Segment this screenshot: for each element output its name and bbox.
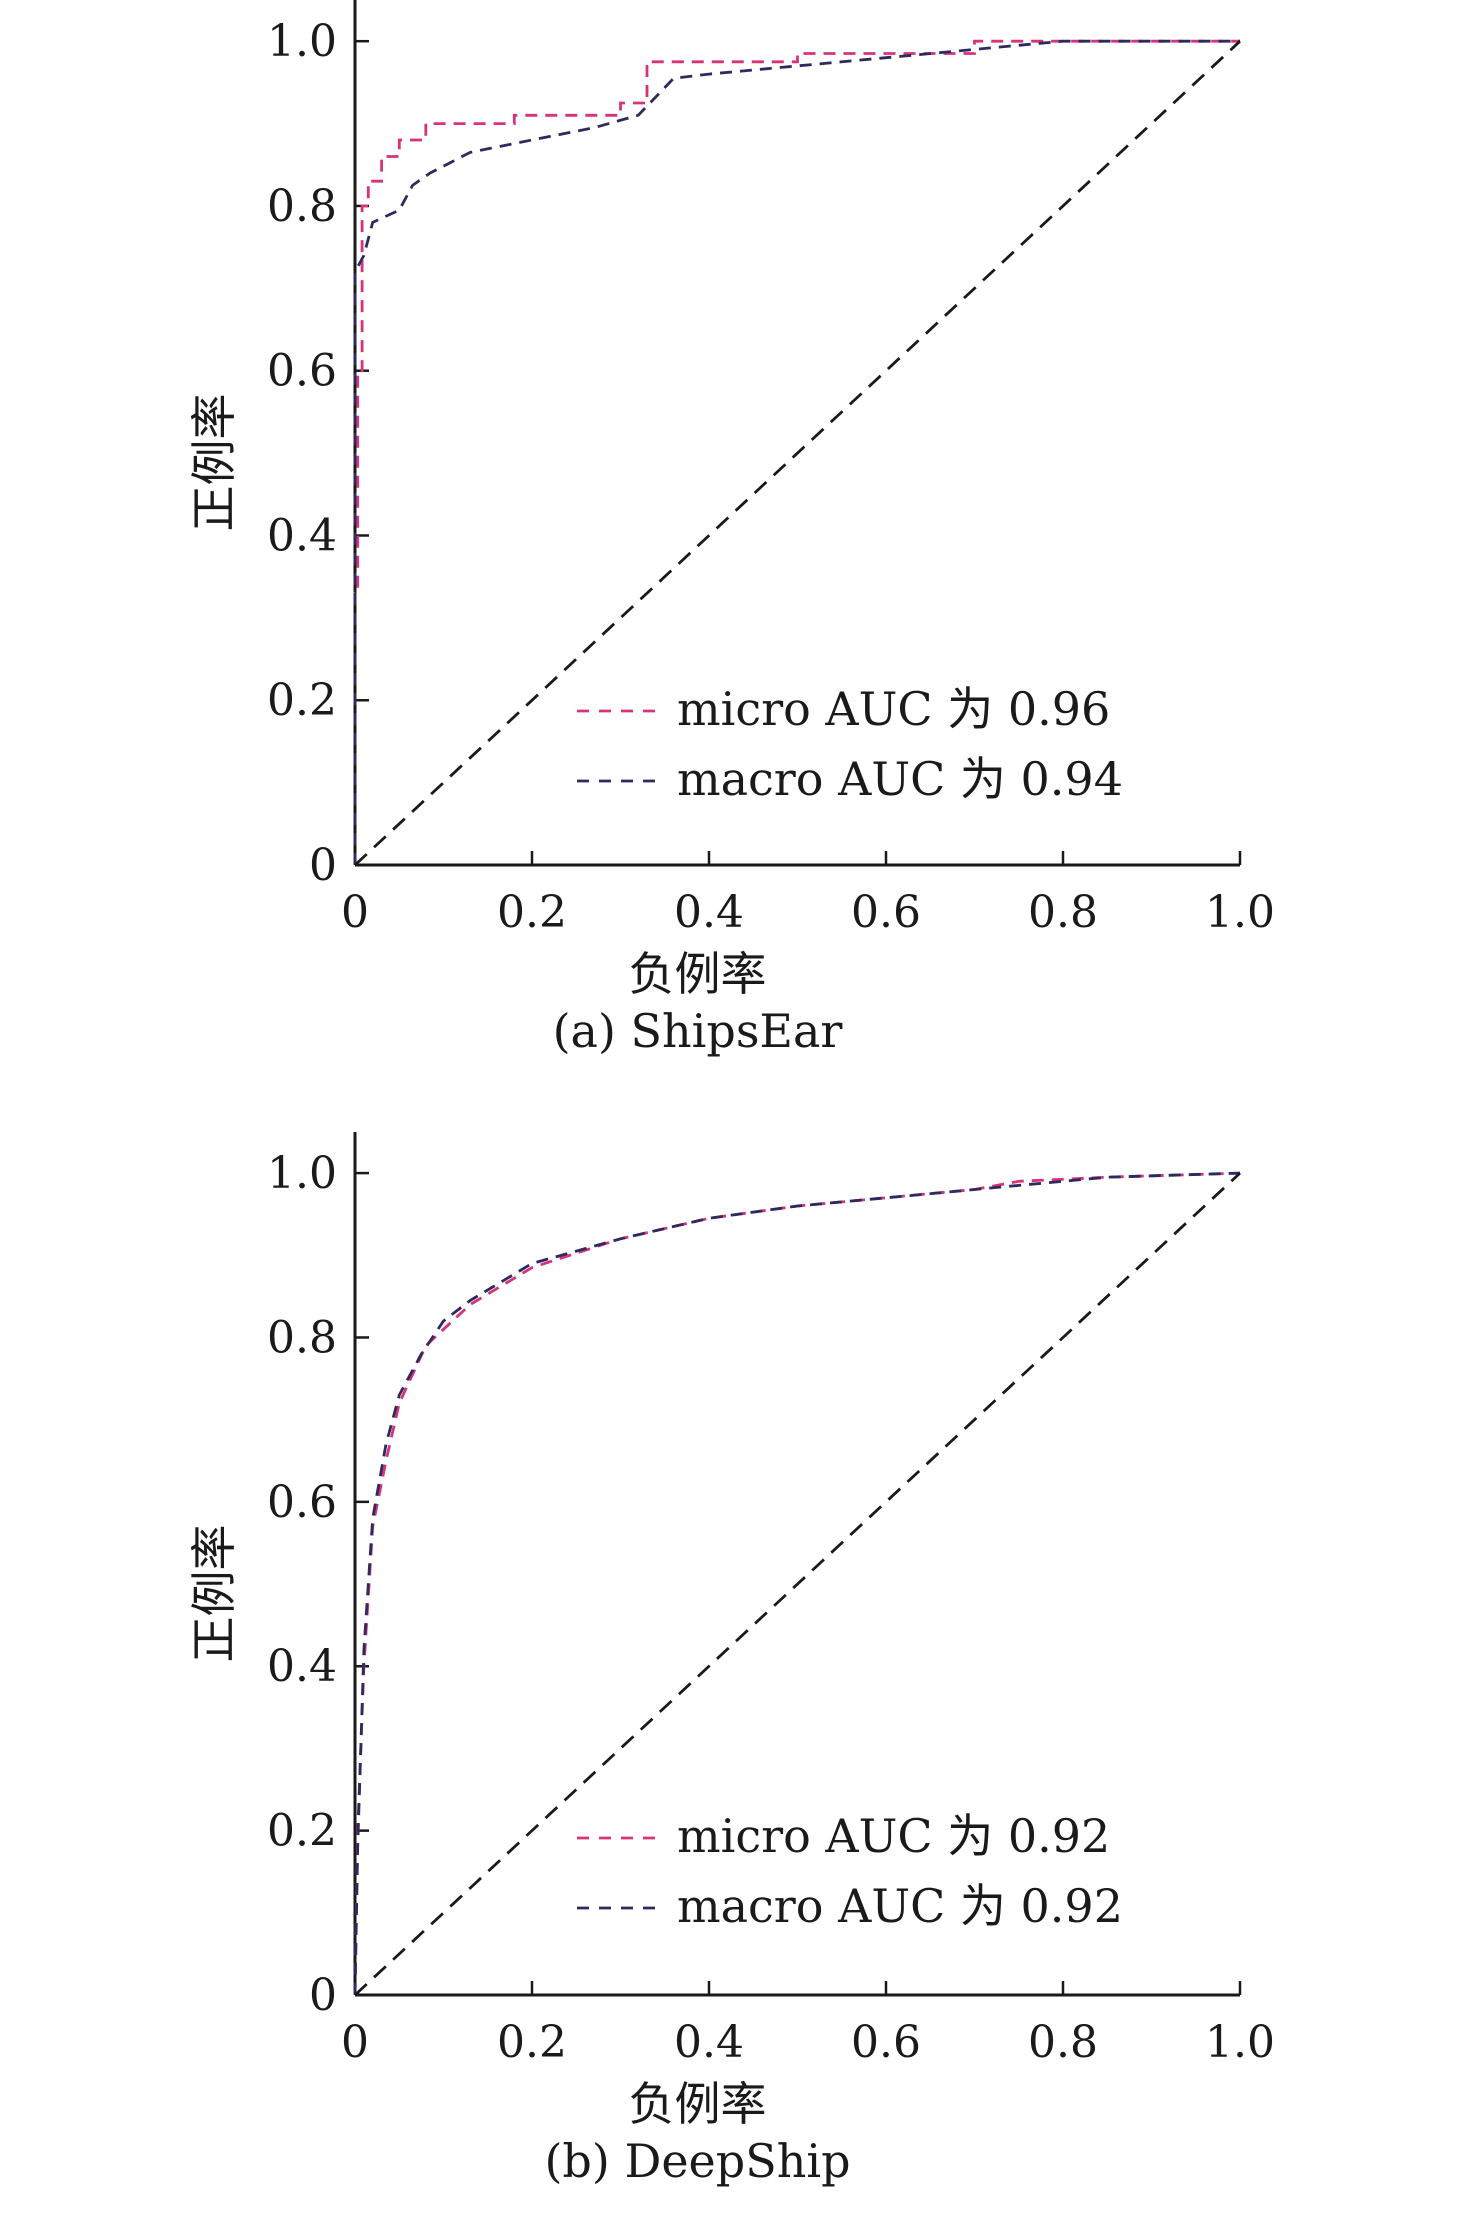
x-tick-label: 0: [341, 2017, 369, 2068]
chart-caption: (b) DeepShip: [544, 2134, 850, 2188]
x-tick-label: 0.6: [851, 887, 921, 938]
y-tick-label: 0.8: [267, 1312, 337, 1363]
x-tick-label: 0.8: [1028, 887, 1098, 938]
y-tick-label: 0.2: [267, 675, 337, 726]
y-tick-label: 1.0: [267, 1148, 337, 1199]
x-tick-label: 0.4: [674, 887, 744, 938]
y-axis-title: 正例率: [187, 1525, 241, 1663]
x-tick-label: 0.6: [851, 2017, 921, 2068]
series-line-2: [353, 39, 1240, 865]
y-tick-label: 0.8: [267, 181, 337, 232]
y-tick-label: 0.2: [267, 1806, 337, 1857]
legend-label: micro AUC 为 0.92: [677, 1809, 1110, 1863]
legend-label: micro AUC 为 0.96: [677, 682, 1110, 736]
x-tick-label: 0.2: [497, 887, 567, 938]
y-tick-label: 1.0: [267, 16, 337, 67]
x-tick-label: 1.0: [1205, 2017, 1275, 2068]
x-tick-label: 0.2: [497, 2017, 567, 2068]
y-tick-label: 0.4: [267, 1641, 337, 1692]
legend-label: macro AUC 为 0.94: [677, 752, 1123, 806]
y-tick-label: 0: [309, 1970, 337, 2021]
legend-label: macro AUC 为 0.92: [677, 1879, 1123, 1933]
chart-panel-1: 0 0.2 0.4 0.6 0.8 1.0 0 0.2 0.4 0.6 0.8 1.0 负例率 正例率 (a…: [187, 0, 1275, 1058]
reference-diagonal-line: [354, 1172, 1241, 1997]
chart-panel-2: 0 0.2 0.4 0.6 0.8 1.0 0 0.2 0.4 0.6 0.8 1.0 负例率 正例率 (b…: [187, 1132, 1275, 2188]
x-tick-label: 1.0: [1205, 887, 1275, 938]
x-tick-label: 0: [341, 887, 369, 938]
reference-diagonal-line: [354, 40, 1241, 867]
y-tick-label: 0.6: [267, 1477, 337, 1528]
y-tick-label: 0: [309, 840, 337, 891]
x-axis-title: 负例率: [629, 947, 767, 1001]
chart-caption: (a) ShipsEar: [553, 1004, 843, 1058]
x-tick-label: 0.8: [1028, 2017, 1098, 2068]
series-line-1: [353, 39, 1240, 865]
y-axis-title: 正例率: [187, 394, 241, 532]
x-tick-label: 0.4: [674, 2017, 744, 2068]
y-tick-label: 0.6: [267, 346, 337, 397]
x-axis-title: 负例率: [629, 2077, 767, 2131]
y-tick-label: 0.4: [267, 510, 337, 561]
